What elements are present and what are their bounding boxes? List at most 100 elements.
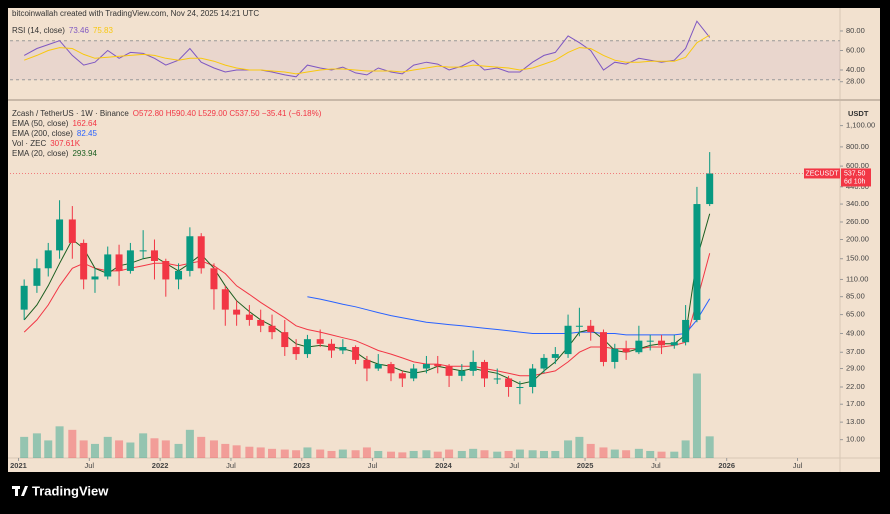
candle-body	[622, 348, 630, 353]
candle-body	[599, 332, 607, 362]
candle-body	[150, 250, 158, 261]
candle-body	[658, 340, 666, 346]
y-tick-label: 22.00	[846, 382, 865, 391]
volume-bar	[646, 450, 655, 458]
y-tick-label: 200.00	[846, 234, 869, 243]
y-tick-label: 28.00	[846, 77, 865, 86]
volume-bar	[480, 450, 489, 458]
candle-body	[469, 361, 477, 371]
x-tick-label: 2026	[718, 461, 735, 470]
volume-bar	[292, 450, 301, 458]
volume-bar	[256, 447, 265, 458]
legend-entry: EMA (200, close) 82.45	[12, 129, 97, 138]
candle-body	[564, 325, 572, 355]
brand: TradingView	[32, 483, 109, 498]
candle-body	[682, 319, 690, 343]
y-tick-label: 29.00	[846, 364, 865, 373]
candle-body	[292, 347, 300, 355]
rsi-value: 73.46	[69, 26, 90, 35]
x-tick-label: Jul	[651, 461, 661, 470]
candle-body	[245, 314, 253, 320]
volume-bar	[327, 450, 336, 458]
volume-bar	[433, 451, 442, 458]
volume-bar	[79, 440, 88, 458]
volume-bar	[599, 447, 608, 458]
volume-bar	[575, 436, 584, 458]
y-tick-label: 65.00	[846, 310, 865, 319]
volume-bar	[610, 449, 619, 458]
candle-body	[611, 348, 619, 362]
candle-body	[68, 219, 76, 243]
volume-bar	[103, 436, 112, 458]
chart-area	[8, 8, 880, 472]
candle-body	[480, 361, 488, 379]
price-tag-symbol-bg	[804, 168, 840, 179]
price-tag-bg	[841, 168, 871, 187]
x-tick-label: 2021	[10, 461, 27, 470]
volume-bar	[351, 450, 360, 458]
volume-bar	[469, 448, 478, 458]
y-tick-label: 13.00	[846, 417, 865, 426]
volume-bar	[221, 443, 230, 458]
legend-value: 162.64	[72, 119, 97, 128]
rsi-legend: RSI (14, close) 73.46 75.83	[12, 26, 114, 35]
volume-bar	[515, 449, 524, 458]
x-tick-label: Jul	[509, 461, 519, 470]
volume-bar	[338, 449, 347, 458]
candle-body	[175, 270, 183, 280]
legend-value: 307.61K	[50, 139, 80, 148]
candle-body	[516, 386, 524, 388]
legend-value: 82.45	[77, 129, 98, 138]
y-tick-label: 110.00	[846, 274, 868, 283]
volume-bar	[174, 443, 183, 458]
candle-body	[221, 289, 229, 310]
volume-bar	[705, 436, 714, 458]
candle-body	[505, 378, 513, 387]
candle-body	[529, 368, 537, 387]
candle-body	[268, 325, 276, 333]
legend-entry: Vol · ZEC 307.61K	[12, 139, 81, 148]
series-line	[23, 20, 711, 78]
candle-body	[281, 332, 289, 348]
legend-entry: EMA (50, close) 162.64	[12, 119, 97, 128]
y-tick-label: 150.00	[846, 254, 869, 263]
candle-body	[458, 370, 466, 376]
candle-body	[587, 325, 595, 333]
candle-body	[162, 260, 170, 280]
candle-body	[635, 340, 643, 353]
volume-bar	[55, 426, 64, 458]
candle-body	[316, 339, 324, 344]
candle-body	[352, 347, 360, 360]
candle-body	[197, 236, 205, 269]
volume-bar	[316, 449, 325, 458]
y-tick-label: 40.00	[846, 65, 865, 74]
candle-body	[445, 366, 453, 376]
legend-name: Vol · ZEC	[12, 139, 46, 148]
legend-name: EMA (200, close)	[12, 129, 73, 138]
candle-body	[20, 285, 28, 310]
x-tick-label: 2025	[577, 461, 594, 470]
candle-body	[422, 364, 430, 369]
candle-body	[210, 268, 218, 290]
y-tick-label: 80.00	[846, 26, 865, 35]
volume-bar	[422, 450, 431, 458]
price-tag-symbol: ZECUSDT	[805, 170, 839, 177]
candle-body	[104, 254, 112, 277]
brand-logo	[12, 486, 28, 496]
candle-body	[139, 250, 147, 252]
x-tick-label: Jul	[793, 461, 803, 470]
y-tick-label: 85.00	[846, 292, 865, 301]
candle-body	[339, 347, 347, 351]
legend-name: EMA (50, close)	[12, 119, 69, 128]
volume-bar	[528, 450, 537, 458]
candle-body	[646, 340, 654, 342]
volume-bar	[634, 448, 643, 458]
candle-body	[56, 219, 64, 251]
rsi-title: RSI (14, close)	[12, 26, 65, 35]
volume-bar	[268, 448, 277, 458]
candle-body	[493, 378, 501, 380]
candle-body	[410, 368, 418, 379]
y-tick-label: 600.00	[846, 161, 869, 170]
volume-bar	[303, 447, 312, 458]
